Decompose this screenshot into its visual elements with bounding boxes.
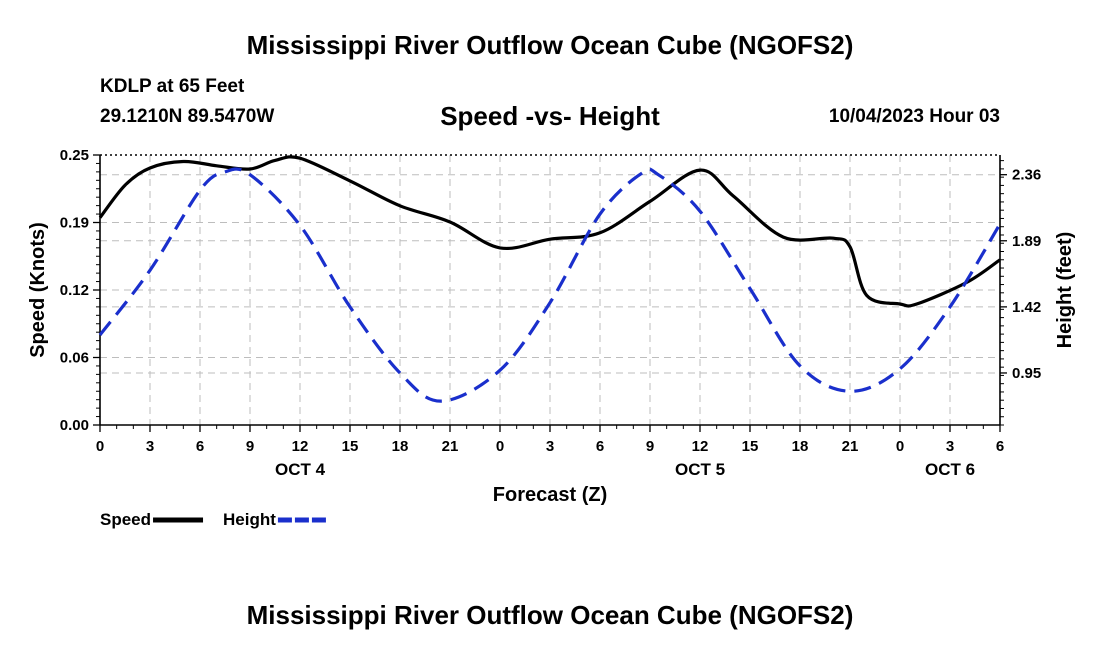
x-tick-label: 18 [392, 438, 409, 455]
x-axis-label: Forecast (Z) [493, 484, 607, 506]
x-tick-label: 12 [692, 438, 709, 455]
footer-title: Mississippi River Outflow Ocean Cube (NG… [246, 600, 854, 630]
x-tick-label: 6 [196, 438, 204, 455]
day-label: OCT 4 [275, 460, 326, 479]
x-tick-label: 3 [546, 438, 554, 455]
x-tick-label: 0 [896, 438, 904, 455]
day-label: OCT 6 [925, 460, 975, 479]
y-tick-label: 0.12 [60, 282, 89, 299]
x-tick-label: 21 [842, 438, 859, 455]
x-tick-label: 12 [292, 438, 309, 455]
x-tick-label: 6 [596, 438, 604, 455]
x-axis-ticks: 0 3 6 9 12 15 18 21 0 3 6 9 12 15 18 21 0 3 6 OCT 4 OCT 5 OCT… [96, 425, 1004, 479]
y-tick-label: 0.06 [60, 350, 89, 367]
y2-tick-label: 2.36 [1012, 167, 1041, 184]
y-axis-ticks: 0.00 0.06 0.12 0.19 0.25 [60, 147, 100, 434]
legend-label-height: Height [223, 510, 276, 529]
y2-axis-label: Height (feet) [1054, 232, 1076, 349]
forecast-datetime: 10/04/2023 Hour 03 [828, 106, 1000, 127]
x-tick-label: 0 [96, 438, 104, 455]
y-tick-label: 0.25 [60, 147, 89, 164]
x-tick-label: 9 [246, 438, 254, 455]
y2-tick-label: 0.95 [1012, 365, 1041, 382]
x-tick-label: 18 [792, 438, 809, 455]
y2-tick-label: 1.42 [1012, 299, 1041, 316]
y-axis-label: Speed (Knots) [27, 222, 49, 358]
series-line-speed [98, 155, 1001, 308]
chart-subtitle: Speed -vs- Height [440, 101, 660, 131]
day-label: OCT 5 [675, 460, 725, 479]
legend-label-speed: Speed [100, 510, 151, 529]
station-coordinates: 29.1210N 89.5470W [100, 106, 275, 127]
station-label: KDLP at 65 Feet [100, 76, 245, 97]
x-tick-label: 0 [496, 438, 504, 455]
y2-tick-label: 1.89 [1012, 233, 1041, 250]
x-tick-label: 15 [342, 438, 359, 455]
y-tick-label: 0.19 [60, 215, 89, 232]
x-tick-label: 3 [146, 438, 154, 455]
x-tick-label: 21 [442, 438, 459, 455]
y-tick-label: 0.00 [60, 417, 89, 434]
series-layer [98, 155, 1002, 403]
series-line-height [98, 167, 1002, 403]
legend: Speed Height [100, 510, 328, 529]
x-tick-label: 3 [946, 438, 954, 455]
x-tick-label: 6 [996, 438, 1004, 455]
y2-axis-ticks: 0.95 1.42 1.89 2.36 [1000, 160, 1041, 426]
x-tick-label: 15 [742, 438, 759, 455]
chart-title: Mississippi River Outflow Ocean Cube (NG… [246, 30, 854, 60]
x-tick-label: 9 [646, 438, 654, 455]
